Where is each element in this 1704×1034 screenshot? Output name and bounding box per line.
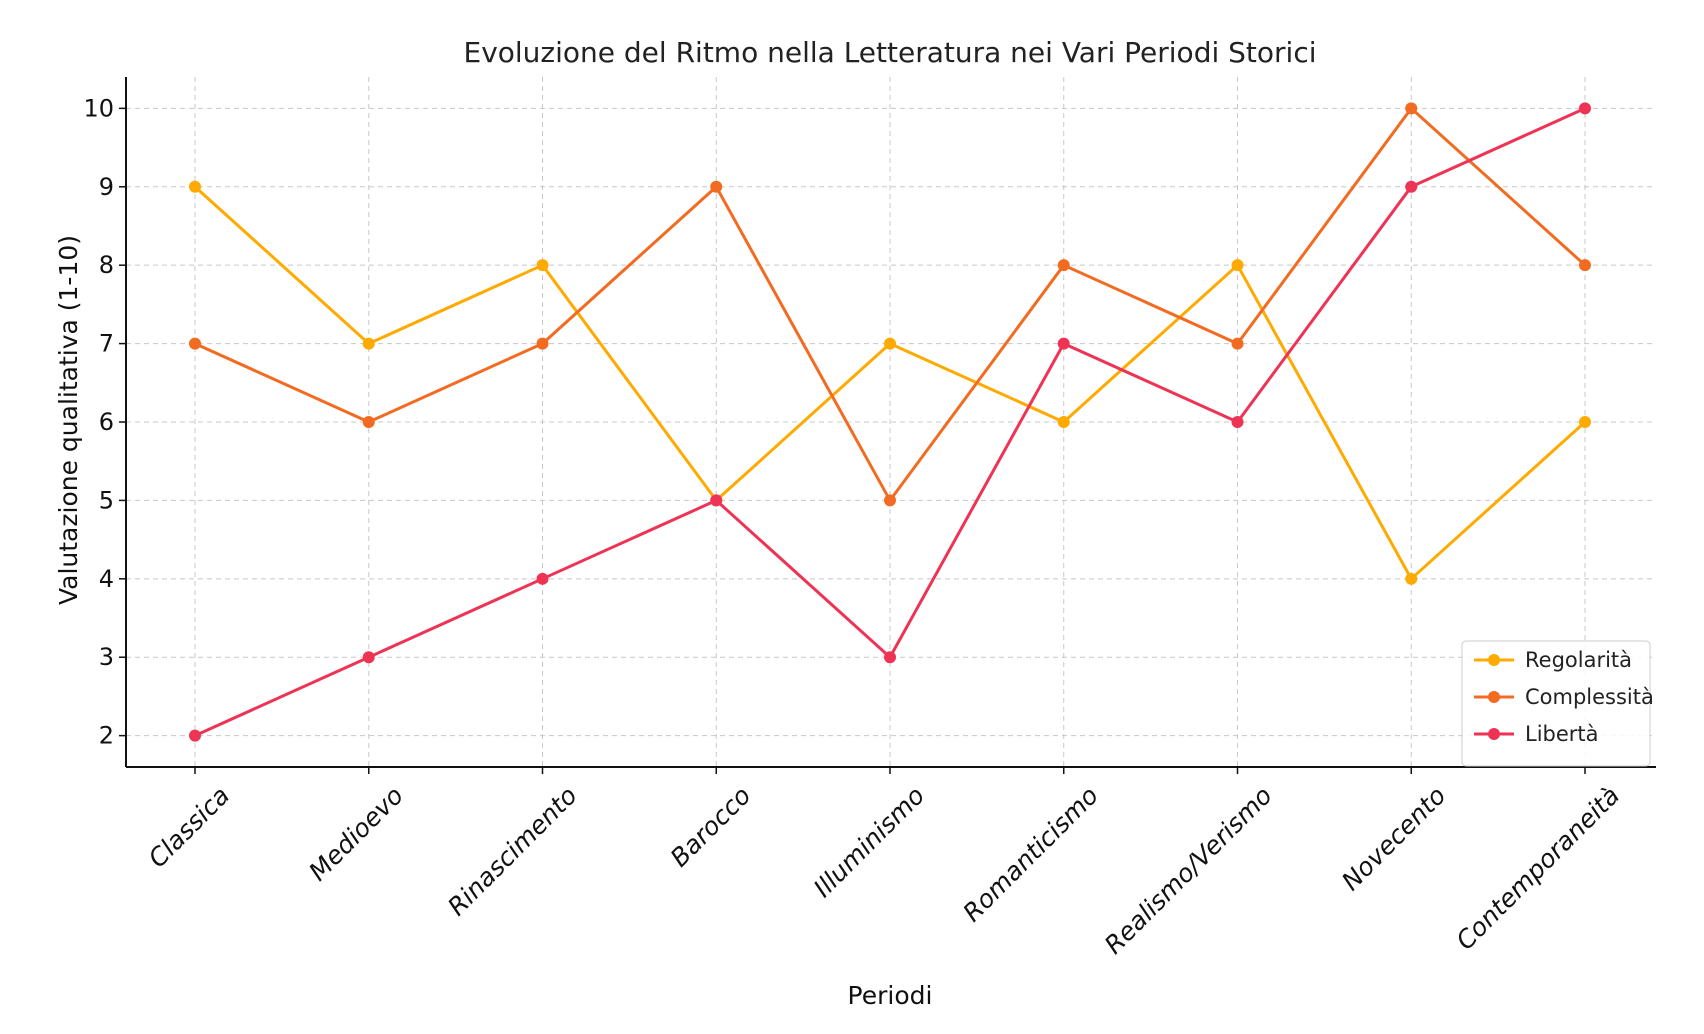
data-point [536,572,549,585]
y-tick-label: 7 [99,330,114,358]
x-tick-label: Novecento [1336,781,1451,896]
data-point [1231,259,1244,272]
legend-label: Regolarità [1525,648,1632,672]
y-tick-label: 6 [99,408,114,436]
y-tick-labels: 2 3 4 5 6 7 8 9 10 [83,94,114,749]
y-tick-label: 5 [99,486,114,514]
y-tick-label: 4 [99,565,114,593]
x-tick-label: Classica [143,781,235,873]
y-tick-label: 10 [83,94,114,122]
data-point [884,651,896,664]
x-tick-label: Contemporaneità [1450,781,1625,956]
data-point [710,180,723,193]
x-tick-labels: Classica Medioevo Rinascimento Barocco Illum… [143,781,1625,960]
x-tick-label: Rinascimento [442,781,583,922]
x-axis-label: Periodi [848,981,933,1010]
y-tick-label: 2 [99,722,114,750]
data-point [1405,572,1418,585]
x-tick-label: Realismo/Verismo [1099,781,1278,960]
data-point [884,337,896,350]
data-point [362,416,375,428]
data-point [362,337,375,350]
y-tick-label: 9 [99,173,114,201]
x-tick-label: Illuminismo [808,781,930,903]
data-point [1231,416,1244,428]
data-point [536,337,549,350]
data-point [1057,416,1070,428]
x-tick-label: Barocco [665,781,757,873]
data-point [1579,102,1591,115]
data-point [1579,259,1591,272]
x-tick-label: Romanticismo [957,781,1104,928]
data-point [1405,180,1418,193]
data-point [362,651,375,664]
legend-label: Libertà [1525,722,1599,746]
series-group [189,102,1591,507]
x-tick-label: Medioevo [303,781,409,887]
data-point [536,259,549,272]
data-point [1579,416,1591,428]
data-point [1405,102,1418,115]
chart-title: Evoluzione del Ritmo nella Letteratura n… [464,36,1317,69]
data-point [1231,337,1244,350]
legend-swatch-marker [1488,728,1500,740]
data-point [189,729,201,742]
legend: Regolarità Complessità Libertà [1461,640,1654,767]
data-point [189,337,201,350]
y-tick-label: 8 [99,251,114,279]
data-point [710,494,723,507]
legend-swatch-marker [1488,691,1500,703]
data-point [884,494,896,507]
legend-label: Complessità [1525,685,1654,709]
series-group [189,102,1591,742]
series-group [189,180,1591,585]
y-tick-label: 3 [99,643,114,671]
series-layer [189,102,1591,742]
data-point [189,180,201,193]
axes [119,77,1656,774]
legend-swatch-marker [1488,654,1500,666]
data-point [1057,259,1070,272]
data-point [1057,337,1070,350]
y-axis-label: Valutazione qualitativa (1-10) [54,235,83,605]
